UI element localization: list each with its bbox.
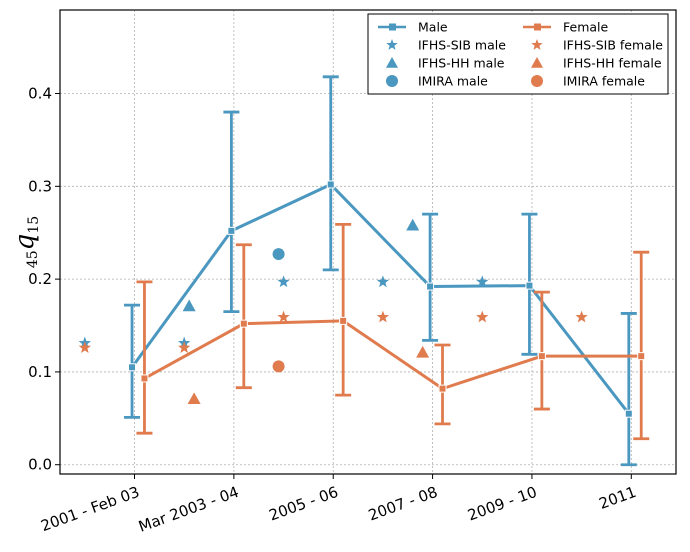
data-point bbox=[624, 409, 633, 418]
data-point-star bbox=[575, 310, 588, 323]
data-point-star bbox=[476, 275, 489, 288]
series-ifhs-hh-male bbox=[182, 218, 420, 312]
y-tick-label: 0.0 bbox=[28, 456, 52, 474]
data-point-star bbox=[78, 341, 92, 354]
x-tick-label: 2011 bbox=[597, 483, 639, 513]
legend-label: Female bbox=[563, 20, 609, 35]
series-male bbox=[124, 75, 637, 467]
data-point-circle bbox=[272, 248, 285, 261]
data-point bbox=[438, 384, 447, 393]
legend-square-marker bbox=[534, 23, 541, 31]
legend-item: IMIRA male bbox=[386, 74, 488, 89]
legend-triangle-marker bbox=[386, 57, 398, 68]
data-point bbox=[140, 374, 149, 383]
legend-triangle-marker bbox=[531, 57, 543, 68]
data-point-circle bbox=[272, 360, 285, 373]
data-point-triangle bbox=[187, 392, 201, 405]
series-line bbox=[143, 319, 642, 391]
series-female bbox=[136, 222, 650, 441]
y-tick-label: 0.2 bbox=[28, 270, 52, 288]
data-point-star bbox=[376, 275, 390, 288]
legend-item: IFHS-SIB female bbox=[531, 38, 663, 53]
series-imira-male bbox=[272, 248, 285, 261]
legend-star-marker bbox=[531, 39, 543, 50]
series-imira-female bbox=[272, 360, 285, 373]
legend-box bbox=[367, 13, 669, 95]
y-tick-label: 0.3 bbox=[28, 177, 52, 195]
legend-square-marker bbox=[389, 23, 396, 31]
data-point-star bbox=[277, 310, 290, 323]
legend-label: IFHS-HH male bbox=[418, 56, 505, 71]
data-point bbox=[537, 352, 546, 361]
y-axis-label-main: q bbox=[10, 234, 40, 251]
legend-label: Male bbox=[418, 20, 448, 35]
data-point bbox=[637, 352, 646, 361]
y-axis-label-prefix: 45 bbox=[25, 250, 41, 268]
data-point bbox=[128, 363, 137, 372]
x-tick-label: 2009 - 10 bbox=[465, 483, 539, 525]
y-axis-label-sub: 15 bbox=[26, 216, 42, 234]
series-ifhs-hh-female bbox=[187, 345, 430, 405]
legend-item: IFHS-HH male bbox=[386, 56, 505, 71]
legend-circle-marker bbox=[386, 75, 398, 87]
data-point-star bbox=[476, 310, 489, 323]
data-point-triangle bbox=[416, 345, 430, 358]
legend-label: IFHS-SIB male bbox=[418, 38, 506, 53]
data-point-star bbox=[277, 275, 290, 288]
y-axis-label: 45q15 bbox=[10, 216, 42, 268]
legend-item: Male bbox=[378, 20, 448, 35]
axes-frame bbox=[59, 9, 677, 475]
y-tick-label: 0.4 bbox=[28, 85, 52, 103]
data-point bbox=[426, 282, 435, 291]
data-point-star bbox=[376, 310, 390, 323]
x-tick-label: 2005 - 06 bbox=[267, 483, 341, 525]
legend-star-marker bbox=[386, 39, 398, 50]
x-tick-label: 2007 - 08 bbox=[366, 483, 440, 525]
y-tick-label: 0.1 bbox=[28, 363, 52, 381]
legend-label: IFHS-SIB female bbox=[563, 38, 663, 53]
series-line bbox=[130, 182, 630, 415]
data-point-triangle bbox=[406, 218, 420, 231]
legend: Male IFHS-SIB male IFHS-HH male IMIRA male F… bbox=[367, 13, 669, 95]
legend-item: IFHS-HH female bbox=[531, 56, 662, 71]
data-point bbox=[239, 319, 248, 328]
legend-item: IMIRA female bbox=[531, 74, 645, 89]
legend-item: IFHS-SIB male bbox=[386, 38, 506, 53]
data-point bbox=[525, 281, 534, 290]
legend-item: Female bbox=[523, 20, 609, 35]
data-point bbox=[326, 180, 335, 189]
data-point bbox=[227, 226, 236, 235]
legend-label: IMIRA female bbox=[563, 74, 645, 89]
legend-label: IMIRA male bbox=[418, 74, 488, 89]
data-point-triangle bbox=[182, 299, 196, 312]
series-ifhs-sib-female bbox=[78, 310, 588, 354]
x-tick-label: 2001 - Feb 03 bbox=[38, 483, 141, 535]
data-point-star bbox=[178, 341, 191, 354]
data-point bbox=[339, 316, 348, 325]
x-tick-label: Mar 2003 - 04 bbox=[136, 483, 241, 536]
legend-circle-marker bbox=[531, 75, 543, 87]
legend-label: IFHS-HH female bbox=[563, 56, 662, 71]
